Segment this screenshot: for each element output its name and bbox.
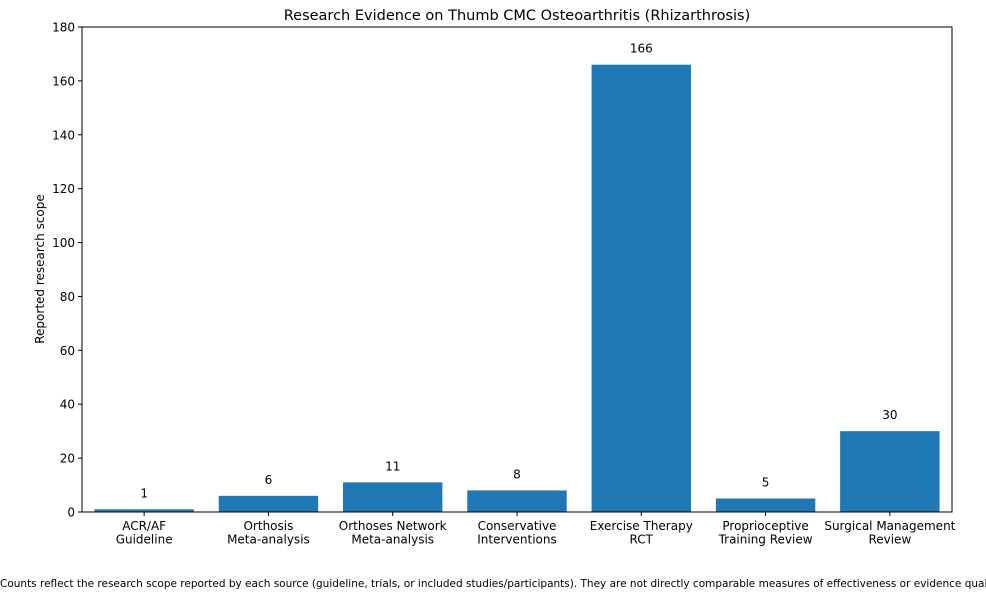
bar (715, 498, 816, 512)
y-tick-label: 180 (52, 21, 75, 35)
x-tick-label: ACR/AF (122, 519, 166, 533)
bar (840, 431, 940, 512)
y-tick-label: 60 (60, 344, 75, 358)
x-tick-label: Training Review (718, 533, 813, 547)
x-tick-label: Meta-analysis (227, 533, 310, 547)
bar-chart: Research Evidence on Thumb CMC Osteoarth… (33, 8, 956, 547)
y-tick-label: 100 (52, 236, 75, 250)
footnote: Counts reflect the research scope report… (0, 578, 986, 590)
x-tick-label: Review (868, 533, 911, 547)
data-label: 1 (140, 486, 148, 500)
plot-frame (81, 26, 953, 513)
y-axis-ticks: 0 20 40 60 80 100 120 140 160 180 (52, 21, 82, 520)
x-tick-label: Conservative (478, 519, 557, 533)
x-tick-label: Guideline (116, 533, 173, 547)
x-tick-label: RCT (630, 533, 654, 547)
data-labels-group: 1 6 11 8 166 5 30 (140, 42, 897, 501)
y-tick-label: 80 (60, 290, 75, 304)
bar (218, 495, 319, 512)
x-tick-label: Surgical Management (824, 519, 955, 533)
y-axis-label: Reported research scope (33, 194, 47, 344)
data-label: 6 (265, 473, 273, 487)
x-tick-label: Exercise Therapy (590, 519, 693, 533)
x-tick-label: Orthosis (243, 519, 293, 533)
data-label: 30 (882, 408, 897, 422)
y-tick-label: 140 (52, 128, 75, 142)
data-label: 8 (513, 467, 521, 481)
x-tick-label: Orthoses Network (339, 519, 447, 533)
y-tick-label: 160 (52, 74, 75, 88)
x-tick-label: Meta-analysis (351, 533, 434, 547)
x-axis-ticks: ACR/AFGuidelineOrthosisMeta-analysisOrth… (116, 512, 956, 547)
bar (94, 509, 194, 512)
bars-group (94, 64, 940, 512)
x-tick-label: Interventions (477, 533, 557, 547)
bar (591, 64, 691, 512)
x-tick-label: Proprioceptive (722, 519, 808, 533)
y-tick-label: 20 (60, 452, 75, 466)
bar (343, 482, 443, 512)
bar (467, 490, 567, 512)
y-tick-label: 40 (60, 398, 75, 412)
chart-title: Research Evidence on Thumb CMC Osteoarth… (284, 8, 751, 24)
data-label: 11 (385, 459, 400, 473)
y-tick-label: 120 (52, 182, 75, 196)
data-label: 5 (762, 476, 770, 490)
y-tick-label: 0 (67, 506, 75, 520)
data-label: 166 (630, 42, 653, 56)
